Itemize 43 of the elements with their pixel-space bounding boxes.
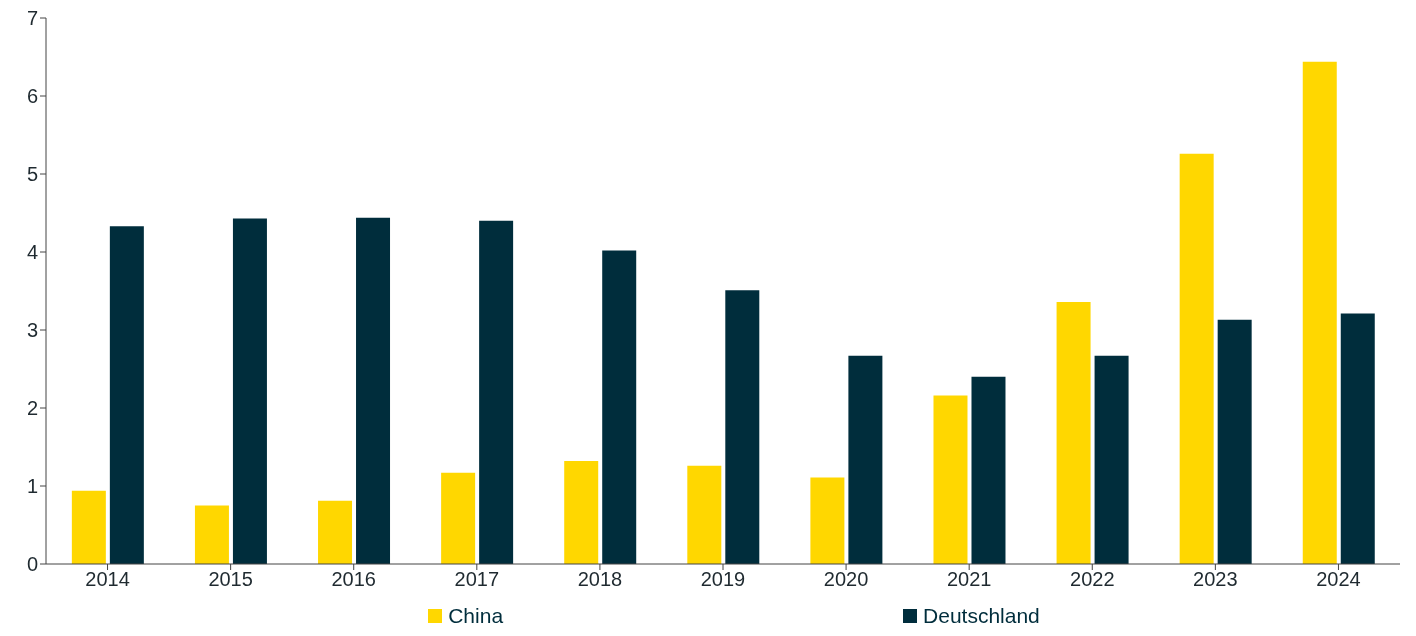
y-tick-label: 1	[26, 475, 38, 498]
bar	[848, 355, 883, 564]
bar	[109, 226, 144, 564]
x-tick-label: 2024	[1316, 568, 1361, 591]
x-tick-label: 2014	[85, 568, 130, 591]
x-tick-label: 2023	[1193, 568, 1238, 591]
x-tick-label: 2018	[577, 568, 623, 591]
x-tick-label: 2020	[823, 568, 869, 591]
bar	[1340, 313, 1375, 564]
x-tick-label: 2019	[700, 568, 746, 591]
y-tick-label: 4	[26, 241, 38, 264]
x-tick-label: 2015	[208, 568, 253, 591]
y-tick-label: 7	[26, 7, 38, 30]
bar	[194, 505, 229, 564]
bar	[1217, 319, 1252, 564]
bar	[318, 500, 353, 564]
y-tick-label: 6	[26, 85, 38, 108]
bar	[971, 376, 1006, 564]
bar	[810, 477, 845, 564]
bar	[564, 461, 599, 564]
x-tick-label: 2022	[1070, 568, 1115, 591]
bar	[687, 465, 722, 564]
bar	[602, 250, 637, 564]
x-tick-label: 2016	[331, 568, 376, 591]
y-tick-label: 3	[26, 319, 38, 342]
bar	[1179, 153, 1214, 564]
bar	[71, 490, 106, 564]
legend-label: China	[447, 604, 504, 628]
x-tick-label: 2017	[454, 568, 500, 591]
bar	[356, 217, 391, 564]
bar	[1094, 355, 1129, 564]
bar	[725, 290, 760, 564]
y-tick-label: 2	[26, 397, 38, 420]
bar	[933, 395, 968, 564]
bar	[232, 218, 267, 564]
bar	[479, 220, 514, 564]
legend-label: Deutschland	[922, 604, 1040, 628]
bar	[1056, 301, 1091, 564]
bar	[1302, 61, 1337, 564]
x-tick-label: 2021	[946, 568, 992, 591]
y-tick-label: 0	[26, 553, 38, 576]
y-tick-label: 5	[26, 163, 38, 186]
bar	[441, 472, 476, 564]
